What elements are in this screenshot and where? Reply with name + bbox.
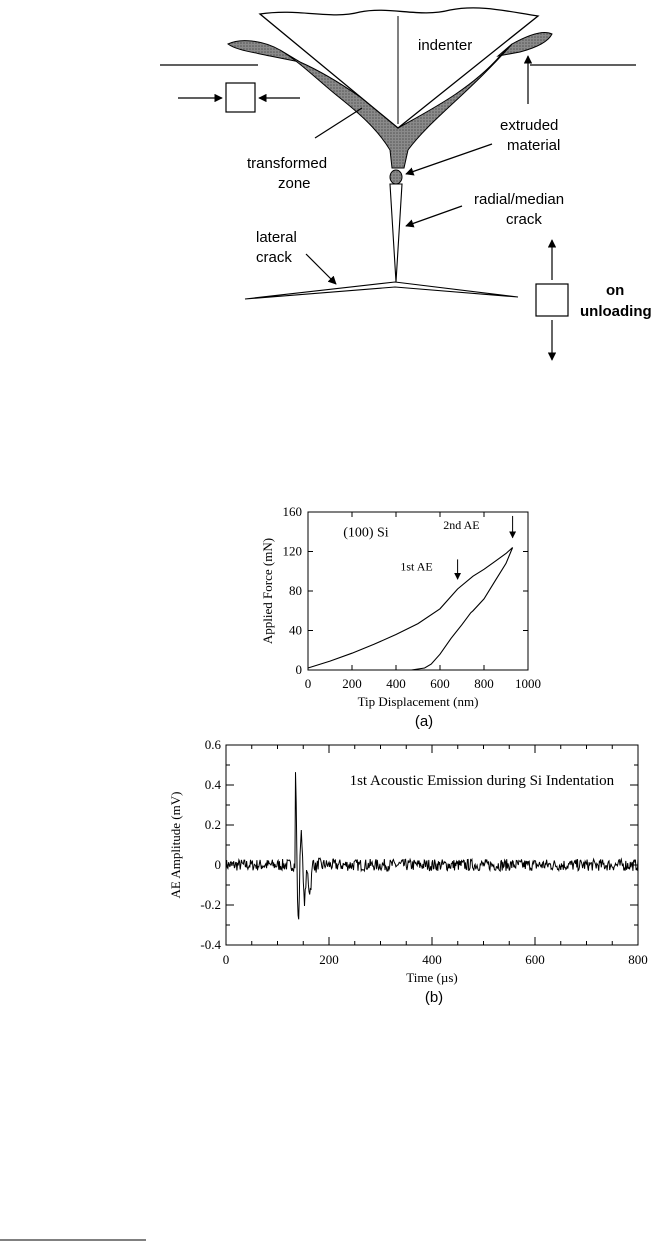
- chart-b-acoustic-emission: 0 200 400 600 800 -0.4 -0.2 0 0.2 0.4 0.6 1st Acous…: [168, 737, 648, 1006]
- chart-a-xlabel: Tip Displacement (nm): [358, 694, 479, 709]
- radial-median-crack: [389, 183, 403, 283]
- chart-a-ytick-label: 160: [283, 504, 303, 519]
- chart-b-ytick-label: 0.2: [205, 817, 221, 832]
- label-transformed: transformed: [247, 155, 327, 172]
- chart-a-ylabel: Applied Force (mN): [260, 538, 275, 644]
- leader-radial: [405, 205, 463, 228]
- chart-b-ytick-label: 0: [215, 857, 222, 872]
- chart-a-ytick-label: 80: [289, 583, 302, 598]
- chart-a-xtick-label: 800: [474, 676, 494, 691]
- label-radial-crack: crack: [506, 211, 542, 228]
- chart-a-loading-curve: [307, 547, 513, 669]
- chart-b-xlabel: Time (µs): [406, 970, 457, 985]
- leader-transformed-zone: [314, 107, 363, 139]
- chart-b-xtick-label: 400: [422, 952, 442, 967]
- chart-a-marker-1st-ae: 1st AE: [400, 559, 432, 573]
- chart-a-xtick-label: 0: [305, 676, 312, 691]
- label-on: on: [606, 282, 624, 299]
- leader-tip: [405, 143, 493, 176]
- label-indenter: indenter: [418, 37, 472, 54]
- chart-a-ytick-label: 40: [289, 623, 302, 638]
- chart-b-xtick-label: 0: [223, 952, 230, 967]
- label-lateral-crack: crack: [256, 249, 292, 266]
- label-extruded: extruded: [500, 117, 558, 134]
- label-lateral: lateral: [256, 229, 297, 246]
- chart-a-xtick-label: 200: [342, 676, 362, 691]
- chart-b-xtick-label: 600: [525, 952, 545, 967]
- chart-a-xtick-label: 1000: [515, 676, 541, 691]
- lateral-crack: [244, 281, 519, 300]
- indenter: [258, 7, 540, 129]
- chart-b-ylabel: AE Amplitude (mV): [168, 792, 183, 899]
- label-zone: zone: [278, 175, 311, 192]
- chart-b-xtick-label: 800: [628, 952, 648, 967]
- chart-a-frame: [307, 511, 529, 671]
- chart-b-ytick-label: 0.4: [205, 777, 222, 792]
- chart-b-waveform: [225, 772, 639, 920]
- chart-a-annotation: (100) Si: [343, 526, 389, 541]
- chart-a-xtick-label: 400: [386, 676, 406, 691]
- chart-a-xtick-label: 600: [430, 676, 450, 691]
- chart-b-annotation: 1st Acoustic Emission during Si Indentat…: [350, 773, 615, 789]
- chart-b-ytick-label: 0.6: [205, 737, 222, 752]
- chart-a-force-displacement: 0 200 400 600 800 1000 0 40 80 120 160 (100) Si 1st …: [260, 504, 541, 730]
- label-radial-median: radial/median: [474, 191, 564, 208]
- indentation-diagram: indenter extruded material transformed z…: [160, 7, 652, 361]
- label-unloading: unloading: [580, 303, 652, 320]
- label-material: material: [507, 137, 560, 154]
- extruded-material-left: [227, 40, 301, 63]
- chart-b-ytick-label: -0.2: [200, 897, 221, 912]
- transformed-zone-tip: [389, 169, 403, 185]
- extruded-material-right: [496, 31, 553, 57]
- tension-box: [535, 283, 569, 317]
- leader-lateral: [305, 253, 337, 285]
- chart-a-marker-2nd-ae: 2nd AE: [443, 518, 479, 532]
- chart-a-ytick-label: 120: [283, 544, 303, 559]
- chart-a-caption: (a): [415, 713, 433, 730]
- chart-b-xtick-label: 200: [319, 952, 339, 967]
- chart-a-unloading-curve: [411, 547, 514, 671]
- chart-b-caption: (b): [425, 989, 443, 1006]
- compression-box: [225, 82, 256, 113]
- chart-b-ytick-label: -0.4: [200, 937, 221, 952]
- chart-a-ytick-label: 0: [296, 662, 303, 677]
